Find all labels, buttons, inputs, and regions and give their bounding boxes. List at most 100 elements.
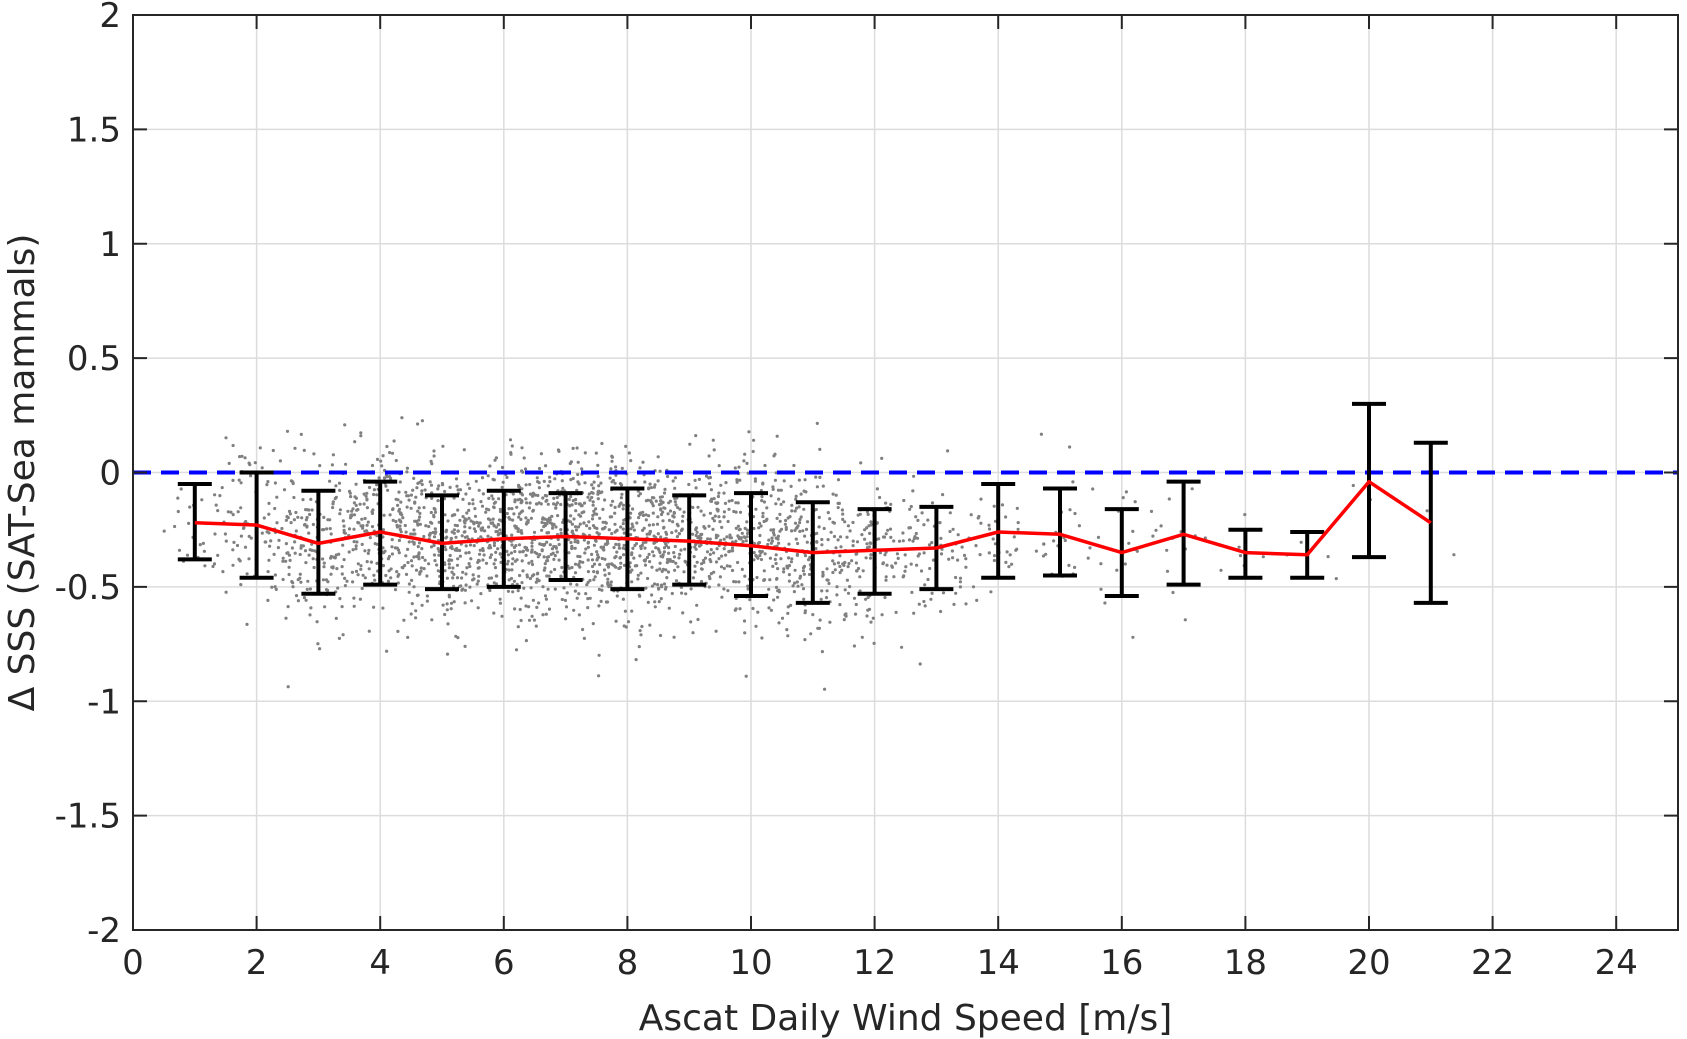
scatter-point: [638, 594, 642, 598]
scatter-point: [584, 547, 588, 551]
scatter-point: [590, 558, 595, 562]
scatter-point: [958, 580, 963, 584]
scatter-point: [369, 560, 373, 564]
scatter-point: [954, 575, 958, 580]
scatter-point: [728, 564, 732, 568]
scatter-point: [397, 490, 401, 494]
scatter-point: [412, 476, 416, 480]
scatter-point: [494, 582, 498, 586]
scatter-point: [552, 502, 556, 506]
scatter-point: [518, 550, 522, 554]
scatter-point: [399, 530, 403, 534]
scatter-point: [415, 554, 419, 559]
scatter-point: [520, 559, 524, 563]
scatter-point: [482, 553, 486, 557]
scatter-point: [820, 537, 824, 542]
scatter-point: [836, 478, 841, 482]
scatter-point: [291, 581, 295, 585]
scatter-point: [461, 570, 465, 574]
scatter-point: [545, 531, 549, 535]
scatter-point: [271, 448, 275, 453]
scatter-point: [364, 494, 368, 498]
scatter-point: [294, 529, 298, 533]
scatter-point: [556, 537, 560, 542]
scatter-point: [506, 559, 510, 563]
scatter-point: [267, 531, 271, 535]
scatter-point: [1000, 503, 1005, 507]
scatter-point: [644, 586, 648, 590]
x-tick-label: 24: [1595, 943, 1638, 983]
scatter-point: [1039, 432, 1043, 436]
scatter-point: [987, 527, 992, 531]
scatter-point: [939, 609, 943, 614]
scatter-point: [836, 506, 840, 510]
scatter-point: [387, 474, 392, 479]
scatter-point: [311, 522, 315, 527]
scatter-point: [1238, 554, 1243, 558]
scatter-point: [907, 526, 911, 530]
scatter-point: [621, 546, 625, 550]
scatter-point: [229, 510, 233, 514]
scatter-point: [951, 527, 955, 531]
scatter-point: [329, 532, 333, 536]
scatter-point: [554, 525, 558, 529]
scatter-point: [365, 491, 369, 495]
scatter-point: [699, 509, 703, 513]
scatter-point: [1131, 635, 1135, 639]
scatter-point: [543, 594, 548, 598]
scatter-point: [397, 538, 401, 543]
scatter-point: [265, 483, 269, 487]
scatter-point: [429, 545, 434, 549]
scatter-point: [492, 478, 496, 482]
scatter-point: [390, 538, 394, 542]
scatter-point: [235, 543, 240, 548]
scatter-point: [720, 525, 724, 530]
scatter-point: [389, 567, 393, 571]
scatter-point: [565, 591, 569, 595]
scatter-point: [301, 498, 305, 502]
scatter-point: [619, 525, 623, 529]
scatter-point: [404, 530, 408, 534]
scatter-point: [923, 604, 927, 608]
scatter-point: [922, 523, 926, 527]
scatter-point: [340, 605, 344, 609]
scatter-point: [281, 577, 285, 582]
scatter-point: [884, 501, 888, 505]
scatter-point: [714, 501, 718, 505]
scatter-point: [448, 553, 452, 558]
scatter-point: [544, 612, 548, 616]
scatter-point: [939, 552, 944, 556]
scatter-point: [465, 566, 469, 570]
scatter-point: [258, 446, 262, 450]
scatter-point: [328, 527, 332, 531]
scatter-point: [346, 509, 350, 513]
scatter-point: [1099, 562, 1103, 566]
scatter-point: [491, 521, 495, 525]
scatter-point: [414, 609, 418, 613]
scatter-point: [832, 534, 837, 539]
scatter-point: [715, 547, 719, 551]
scatter-point: [375, 483, 379, 487]
scatter-point: [674, 561, 678, 565]
scatter-point: [770, 539, 775, 543]
scatter-point: [275, 521, 279, 525]
scatter-point: [825, 578, 829, 582]
scatter-point: [722, 515, 726, 519]
scatter-point: [266, 570, 270, 574]
scatter-point: [349, 495, 353, 499]
scatter-point: [321, 557, 325, 561]
scatter-point: [601, 545, 606, 549]
scatter-point: [703, 556, 708, 560]
scatter-point: [473, 529, 478, 534]
scatter-point: [553, 477, 557, 481]
scatter-point: [380, 464, 384, 468]
scatter-point: [1165, 548, 1169, 552]
scatter-point: [674, 579, 679, 583]
scatter-point: [586, 570, 591, 574]
scatter-point: [302, 523, 307, 527]
scatter-point: [784, 518, 788, 523]
scatter-point: [886, 528, 890, 532]
scatter-point: [458, 518, 462, 522]
scatter-point: [800, 583, 804, 587]
scatter-point: [352, 604, 356, 608]
